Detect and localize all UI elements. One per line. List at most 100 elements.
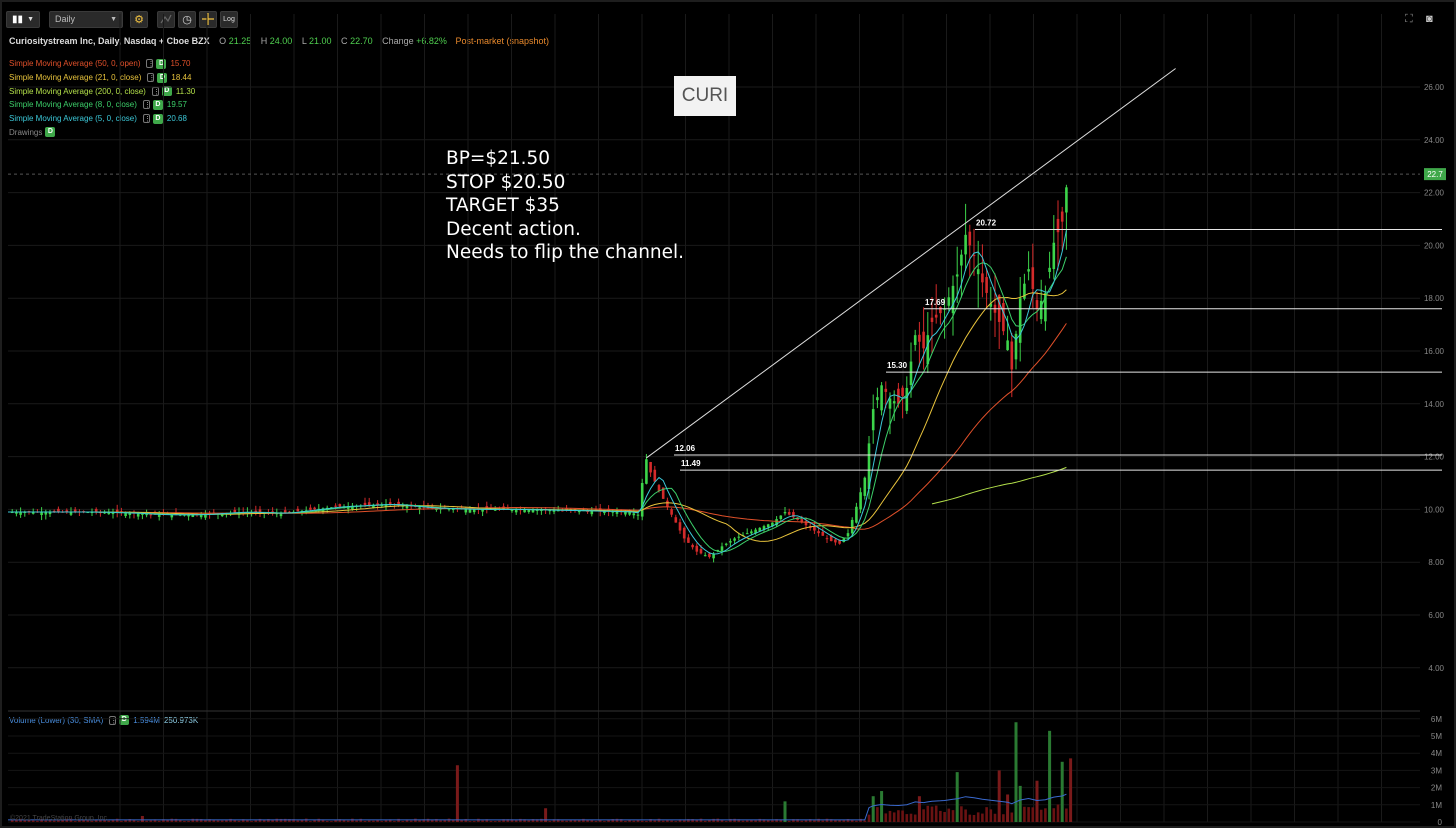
study-info-button[interactable]: ⋮ (109, 715, 118, 725)
volume-bar (397, 818, 400, 822)
volume-bar (10, 819, 14, 822)
volume-bar (61, 819, 64, 822)
volume-bar (922, 809, 925, 822)
volume-bar (443, 819, 447, 822)
candle-body (661, 487, 665, 499)
volume-bar (65, 818, 69, 822)
volume-bar (1069, 758, 1073, 822)
volume-bar (183, 820, 186, 822)
volume-bar (594, 820, 598, 822)
candle-body (1014, 333, 1018, 360)
candle-body (855, 506, 858, 523)
draw-tool-button[interactable] (157, 10, 175, 28)
candle-body (170, 514, 174, 518)
study-data-button[interactable]: D (152, 99, 163, 110)
volume-bar (246, 820, 249, 822)
study-info-button[interactable]: ⋮ (142, 100, 151, 110)
candle-body (481, 509, 484, 512)
volume-bar (174, 818, 178, 822)
volume-bar (506, 819, 510, 822)
candle-body (514, 509, 518, 513)
note-line: Needs to flip the channel. (446, 242, 685, 263)
candle-body (745, 533, 749, 535)
volume-bar (208, 819, 211, 822)
candle-body (57, 508, 60, 513)
volume-bar (947, 808, 951, 822)
study-data-button[interactable]: D (119, 715, 130, 725)
candle-body (372, 504, 375, 508)
time-button[interactable]: ◷ (178, 10, 196, 28)
candle-body (204, 514, 207, 518)
candle-body (464, 509, 468, 513)
candle-body (691, 544, 694, 548)
moving-average-line (8, 230, 1067, 555)
camera-icon[interactable]: ◙ (1426, 13, 1433, 25)
drawings-row[interactable]: Drawings D (9, 125, 195, 139)
log-scale-button[interactable]: Log (220, 10, 238, 28)
study-info-button[interactable]: ⋮ (147, 73, 156, 83)
low-value: 21.00 (309, 36, 332, 46)
chart-style-button[interactable]: ▮▮ ▼ (6, 10, 40, 28)
volume-bar (582, 818, 585, 822)
volume-bar (607, 819, 610, 822)
candle-body (128, 513, 132, 515)
candle-body (737, 536, 741, 538)
candle-body (892, 401, 896, 404)
volume-bar (556, 819, 560, 822)
candlestick-icon: ▮▮ (12, 13, 24, 25)
volume-bar (296, 820, 300, 822)
volume-bar (48, 820, 52, 822)
study-data-button[interactable]: D (156, 58, 167, 69)
volume-bar (708, 819, 711, 822)
volume-legend[interactable]: Volume (Lower) (30, SMA) ⋮ D 1.594M 250.… (9, 715, 198, 725)
moving-average-line (8, 323, 1067, 530)
candle-body (955, 274, 959, 277)
log-label: Log (223, 15, 235, 23)
volume-bar (897, 810, 900, 822)
candle-body (103, 512, 106, 514)
expand-icon[interactable]: ⛶ (1405, 13, 1413, 25)
study-row[interactable]: Simple Moving Average (5, 0, close) ⋮ D … (9, 112, 195, 126)
candle-body (1031, 267, 1035, 289)
study-data-button[interactable]: D (157, 72, 168, 83)
volume-bar (611, 819, 615, 822)
crosshair-button[interactable] (199, 10, 217, 28)
last-price-label: 22.7 (1427, 170, 1443, 179)
study-row[interactable]: Simple Moving Average (8, 0, close) ⋮ D … (9, 98, 195, 112)
volume-bar (586, 819, 589, 822)
volume-bar (409, 820, 413, 822)
study-data-button[interactable]: D (152, 113, 163, 124)
volume-bar (1044, 808, 1047, 822)
candle-body (556, 510, 560, 512)
volume-bar (204, 820, 207, 822)
volume-bar (850, 819, 854, 822)
level-label: 12.06 (675, 444, 696, 453)
volume-bar (1056, 804, 1060, 822)
study-row[interactable]: Simple Moving Average (21, 0, close) ⋮ D… (9, 71, 195, 85)
candle-body (1056, 218, 1060, 233)
candle-body (943, 308, 946, 310)
volume-bar (636, 819, 640, 822)
drawings-label: Drawings (9, 127, 43, 137)
study-info-button[interactable]: ⋮ (142, 114, 151, 124)
crosshair-icon (202, 13, 214, 25)
drawings-data-button[interactable]: D (45, 127, 56, 138)
study-row[interactable]: Simple Moving Average (50, 0, open) ⋮ D … (9, 57, 195, 71)
volume-bar (44, 820, 48, 822)
candle-body (313, 507, 316, 510)
settings-button[interactable]: ⚙ (130, 10, 148, 28)
candle-body (800, 519, 804, 523)
volume-bar (951, 810, 955, 822)
volume-bar (455, 765, 459, 822)
volume-bar (1031, 807, 1035, 822)
study-info-button[interactable]: ⋮ (146, 59, 155, 69)
candle-body (863, 477, 867, 496)
candle-body (850, 519, 854, 534)
interval-select[interactable]: Daily ▼ (49, 10, 123, 28)
volume-bar (968, 814, 972, 822)
study-label: Simple Moving Average (50, 0, open) (9, 59, 141, 69)
candle-body (1018, 298, 1022, 343)
study-data-button[interactable]: D (161, 86, 172, 97)
volume-bar (997, 770, 1001, 822)
